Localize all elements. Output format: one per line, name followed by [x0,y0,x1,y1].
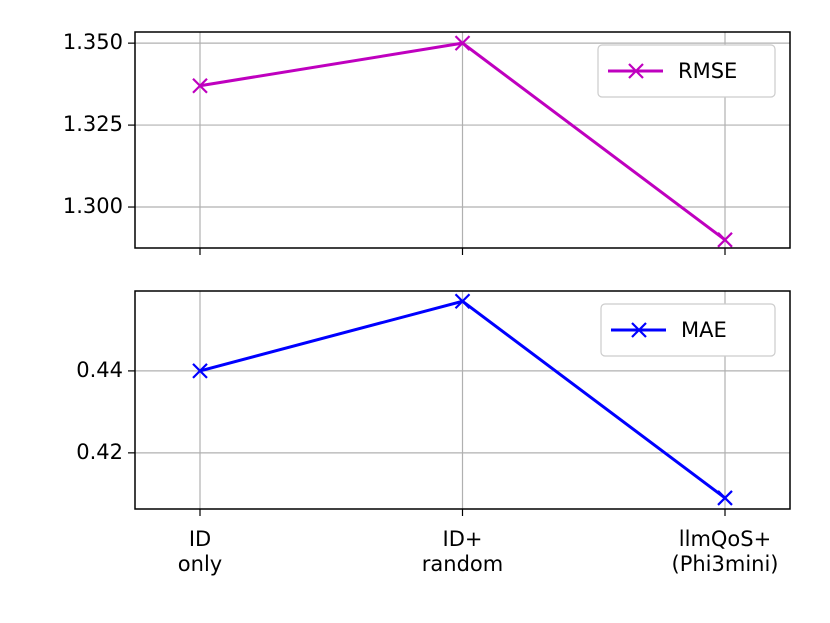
y-tick-label: 1.350 [63,30,123,54]
marker [717,232,733,248]
marker [192,363,208,379]
plot-frame [134,290,791,510]
plot-frame [134,31,791,249]
x-tick-label: llmQoS+ (Phi3mini) [671,527,779,576]
legend-box [600,303,776,357]
legend-marker [628,63,644,79]
x-tick-label: ID only [177,527,223,576]
y-tick-label: 1.325 [63,112,123,136]
legend-label: MAE [681,318,727,342]
legend-box [597,44,776,98]
x-tick-label: ID+ random [421,527,504,576]
y-tick-label: 0.44 [76,358,123,382]
marker [192,77,208,94]
legend-marker [631,322,647,338]
legend-label: RMSE [678,59,737,83]
y-tick-label: 0.42 [76,440,123,464]
marker [454,35,471,51]
y-tick-label: 1.300 [63,194,123,218]
marker [717,490,733,506]
marker [454,293,471,310]
